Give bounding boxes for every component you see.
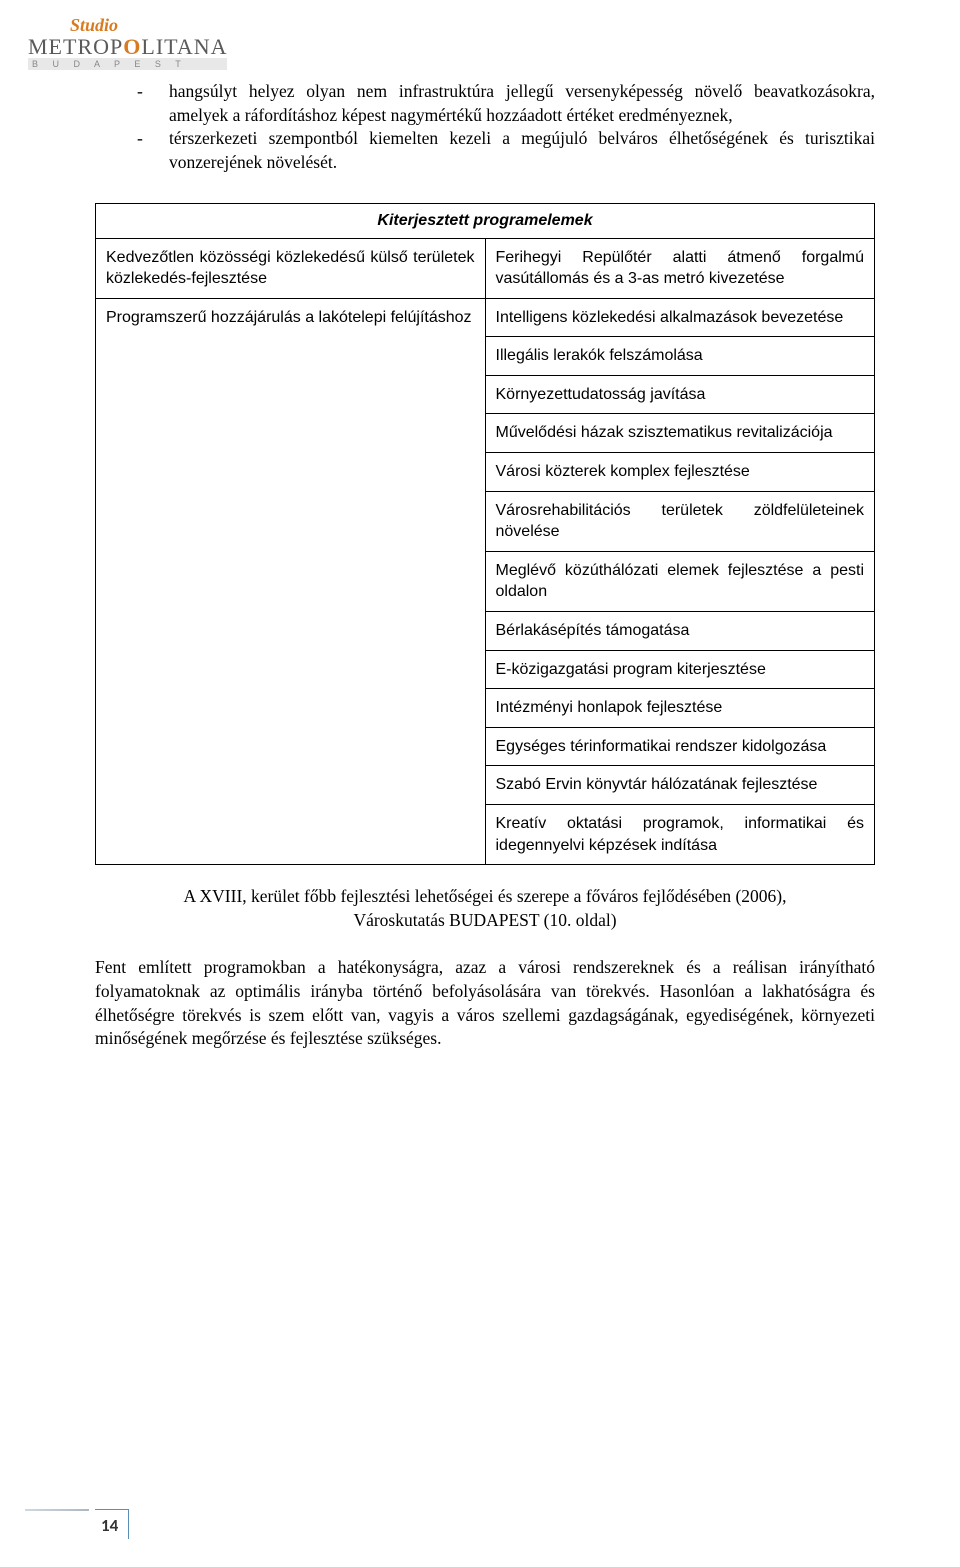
page-number-container: 14 (95, 1509, 129, 1539)
table-cell-right: Szabó Ervin könyvtár hálózatának fejlesz… (485, 766, 875, 805)
content-area: - hangsúlyt helyez olyan nem infrastrukt… (95, 80, 875, 1051)
page-container: Studio METROPOLITANA B U D A P E S T - h… (0, 0, 960, 1567)
program-elements-table: Kiterjesztett programelemek Kedvezőtlen … (95, 203, 875, 866)
table-cell-right: Egységes térinformatikai rendszer kidolg… (485, 727, 875, 766)
page-number-box: 14 (95, 1509, 129, 1539)
intro-bullet-2-line: - térszerkezeti szempontból kiemelten ke… (95, 127, 875, 174)
logo-text-o: O (123, 34, 141, 59)
logo-budapest-text: B U D A P E S T (28, 58, 227, 70)
caption-line-1: A XVIII, kerület főbb fejlesztési lehető… (183, 886, 786, 906)
table-row: Programszerű hozzájárulás a lakótelepi f… (96, 298, 875, 337)
table-cell-right: E-közigazgatási program kiterjesztése (485, 650, 875, 689)
table-header: Kiterjesztett programelemek (96, 203, 875, 238)
table-row: Kedvezőtlen közösségi közlekedésű külső … (96, 238, 875, 298)
table-cell-right: Kreatív oktatási programok, informatikai… (485, 805, 875, 865)
table-cell-right: Intézményi honlapok fejlesztése (485, 689, 875, 728)
bullet-text: hangsúlyt helyez olyan nem infrastruktúr… (169, 80, 875, 127)
table-cell-right: Művelődési házak szisztematikus revitali… (485, 414, 875, 453)
table-cell-right: Városi közterek komplex fejlesztése (485, 453, 875, 492)
table-cell-right: Ferihegyi Repülőtér alatti átmenő forgal… (485, 238, 875, 298)
page-number-rule (25, 1509, 89, 1511)
table-cell-right: Környezettudatosság javítása (485, 375, 875, 414)
table-caption: A XVIII, kerület főbb fejlesztési lehető… (95, 885, 875, 932)
logo-text-part1: METROP (28, 34, 123, 59)
logo-metropolitana: METROPOLITANA (28, 36, 227, 58)
logo-text-part2: LITANA (141, 34, 227, 59)
logo: Studio METROPOLITANA B U D A P E S T (28, 15, 227, 70)
intro-bullet-1: - hangsúlyt helyez olyan nem infrastrukt… (95, 80, 875, 127)
table-cell-right: Meglévő közúthálózati elemek fejlesztése… (485, 551, 875, 611)
table-cell-right: Bérlakásépítés támogatása (485, 612, 875, 651)
closing-paragraph: Fent említett programokban a hatékonyság… (95, 956, 875, 1051)
logo-studio-text: Studio (70, 15, 227, 36)
bullet-dash: - (95, 127, 169, 174)
table-cell-right: Illegális lerakók felszámolása (485, 337, 875, 376)
table-cell-right: Városrehabilitációs területek zöldfelüle… (485, 491, 875, 551)
table-cell-left: Kedvezőtlen közösségi közlekedésű külső … (96, 238, 486, 298)
caption-line-2: Városkutatás BUDAPEST (10. oldal) (353, 910, 616, 930)
page-number-value: 14 (101, 1515, 118, 1536)
bullet-text: térszerkezeti szempontból kiemelten keze… (169, 127, 875, 174)
table-cell-left: Programszerű hozzájárulás a lakótelepi f… (96, 298, 486, 865)
bullet-dash: - (95, 80, 169, 127)
table-cell-right: Intelligens közlekedési alkalmazások bev… (485, 298, 875, 337)
